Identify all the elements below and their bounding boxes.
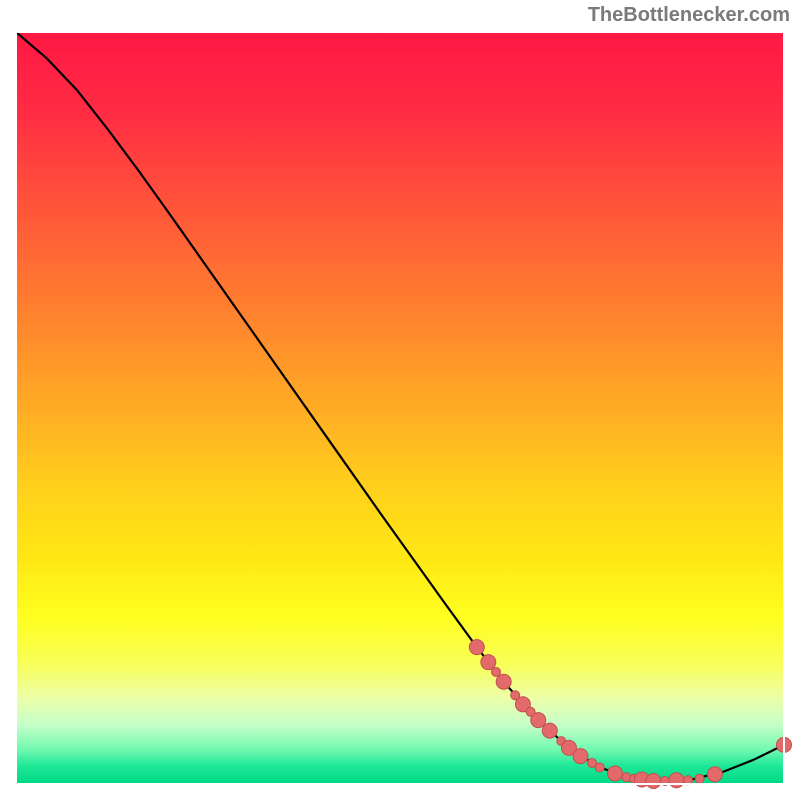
data-marker xyxy=(595,763,604,772)
data-marker xyxy=(608,766,623,781)
data-marker xyxy=(542,723,557,738)
bottleneck-chart: TheBottlenecker.com xyxy=(0,0,800,800)
data-marker xyxy=(646,773,661,788)
watermark-text: TheBottlenecker.com xyxy=(588,4,790,27)
data-marker xyxy=(669,773,684,788)
data-marker xyxy=(469,640,484,655)
data-marker xyxy=(496,674,511,689)
data-marker xyxy=(707,767,722,782)
data-marker xyxy=(573,749,588,764)
plot-background xyxy=(16,32,784,784)
data-marker xyxy=(492,667,501,676)
data-marker xyxy=(481,655,496,670)
data-marker xyxy=(531,713,546,728)
data-marker xyxy=(695,774,704,783)
chart-canvas xyxy=(0,0,800,800)
